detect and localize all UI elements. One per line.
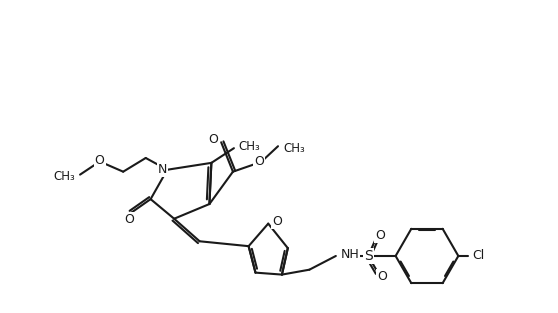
Text: O: O [272, 215, 282, 228]
Text: O: O [254, 155, 264, 168]
Text: O: O [375, 229, 385, 242]
Text: N: N [158, 163, 167, 176]
Text: O: O [208, 133, 218, 146]
Text: NH: NH [341, 248, 359, 260]
Text: Cl: Cl [472, 249, 484, 263]
Text: S: S [364, 249, 373, 263]
Text: CH₃: CH₃ [239, 140, 261, 153]
Text: CH₃: CH₃ [283, 142, 305, 155]
Text: CH₃: CH₃ [54, 170, 75, 183]
Text: O: O [95, 154, 104, 167]
Text: O: O [124, 213, 134, 226]
Text: O: O [377, 270, 387, 283]
